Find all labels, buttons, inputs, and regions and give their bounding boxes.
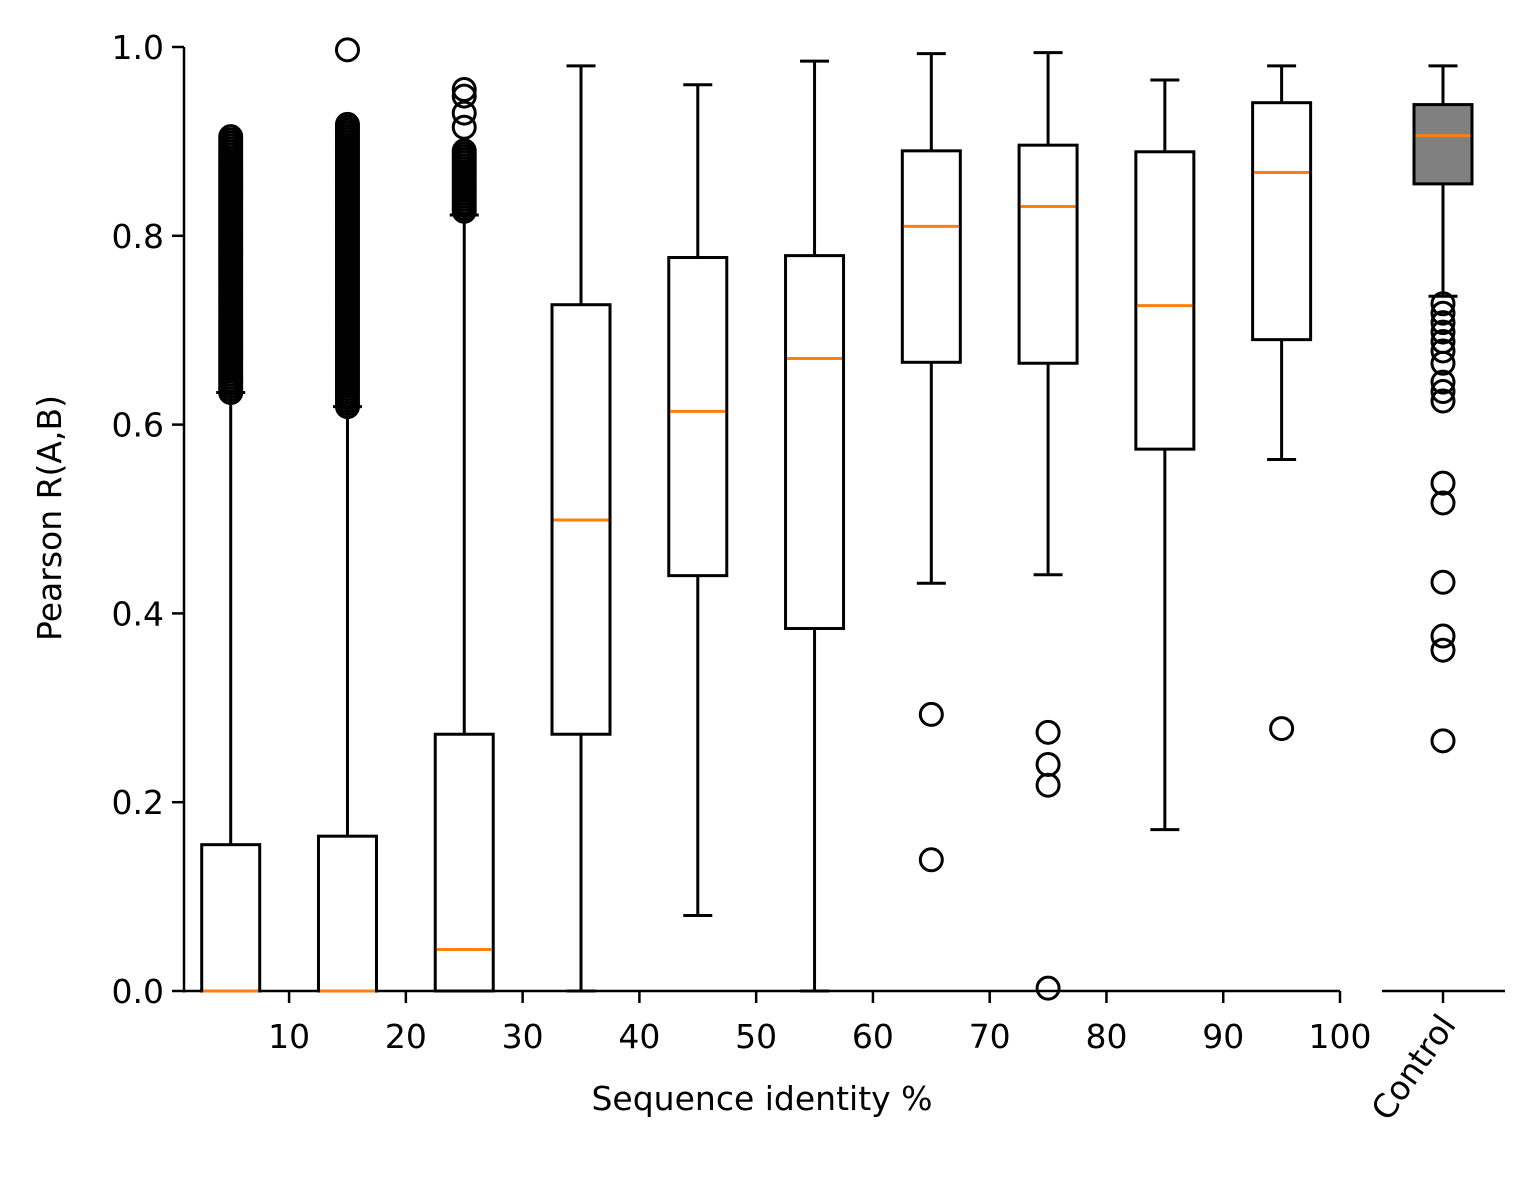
control-outlier	[1430, 623, 1456, 649]
box-25-outlier	[451, 138, 477, 164]
box-75-outlier	[1035, 772, 1061, 798]
box-25-outlier	[451, 76, 477, 102]
control-box	[1412, 103, 1474, 186]
y-tick-label: 0.0	[112, 972, 164, 1011]
box-95-outlier	[1269, 716, 1295, 742]
y-tick-label: 1.0	[112, 28, 164, 67]
control-outlier	[1430, 319, 1456, 345]
box-45-box	[667, 256, 729, 578]
x-tick-label: 60	[852, 1017, 894, 1056]
box-5-outlier	[218, 124, 244, 150]
box-65-outlier	[918, 701, 944, 727]
box-25-outlier	[451, 114, 477, 140]
box-85-box	[1134, 150, 1196, 451]
control-outlier	[1430, 728, 1456, 754]
x-tick-label: 90	[1202, 1017, 1244, 1056]
x-tick-label: 10	[268, 1017, 310, 1056]
box-75-outlier	[1035, 719, 1061, 745]
box-25-outlier	[451, 83, 477, 109]
box-15-outlier	[334, 111, 360, 137]
box-55-box	[784, 254, 846, 631]
box-15-outlier	[334, 37, 360, 63]
x-tick-label: 20	[385, 1017, 427, 1056]
box-75-outlier	[1035, 975, 1061, 1001]
box-25-box	[433, 732, 495, 993]
control-outlier	[1430, 388, 1456, 414]
box-65-outlier	[918, 847, 944, 873]
box-75-outlier	[1035, 751, 1061, 777]
x-tick-label: 100	[1309, 1017, 1372, 1056]
control-outlier	[1430, 569, 1456, 595]
control-outlier	[1430, 369, 1456, 395]
control-outlier	[1430, 379, 1456, 405]
control-outlier	[1430, 637, 1456, 663]
control-tick-label: Control	[1363, 1007, 1463, 1127]
x-tick-label: 40	[618, 1017, 660, 1056]
x-tick-label: 80	[1085, 1017, 1127, 1056]
box-25-outlier	[451, 100, 477, 126]
x-tick-label: 50	[735, 1017, 777, 1056]
main-panel: 0.0 0.2 0.4 0.6 0.8 1.0 10 20 30 40 50 60 70 80 90 100	[112, 28, 1372, 1056]
x-tick-label: 30	[502, 1017, 544, 1056]
control-outlier	[1430, 350, 1456, 376]
y-tick-label: 0.2	[112, 783, 164, 822]
control-outlier	[1430, 291, 1456, 317]
y-tick-label: 0.4	[112, 594, 164, 633]
x-tick-label: 70	[969, 1017, 1011, 1056]
y-tick-label: 0.6	[112, 406, 164, 445]
control-outlier	[1430, 470, 1456, 496]
y-axis-title: Pearson R(A,B)	[30, 395, 69, 641]
box-75-box	[1017, 143, 1079, 365]
control-panel: Control	[1363, 64, 1505, 1127]
box-15-box	[316, 834, 378, 993]
box-5-box	[200, 843, 262, 993]
control-outlier	[1430, 300, 1456, 326]
control-outlier	[1430, 490, 1456, 516]
box-95-box	[1251, 101, 1313, 342]
y-tick-label: 0.8	[112, 217, 164, 256]
x-axis-title: Sequence identity %	[591, 1079, 932, 1118]
control-outlier	[1430, 310, 1456, 336]
control-outlier	[1430, 338, 1456, 364]
box-65-box	[900, 149, 962, 364]
